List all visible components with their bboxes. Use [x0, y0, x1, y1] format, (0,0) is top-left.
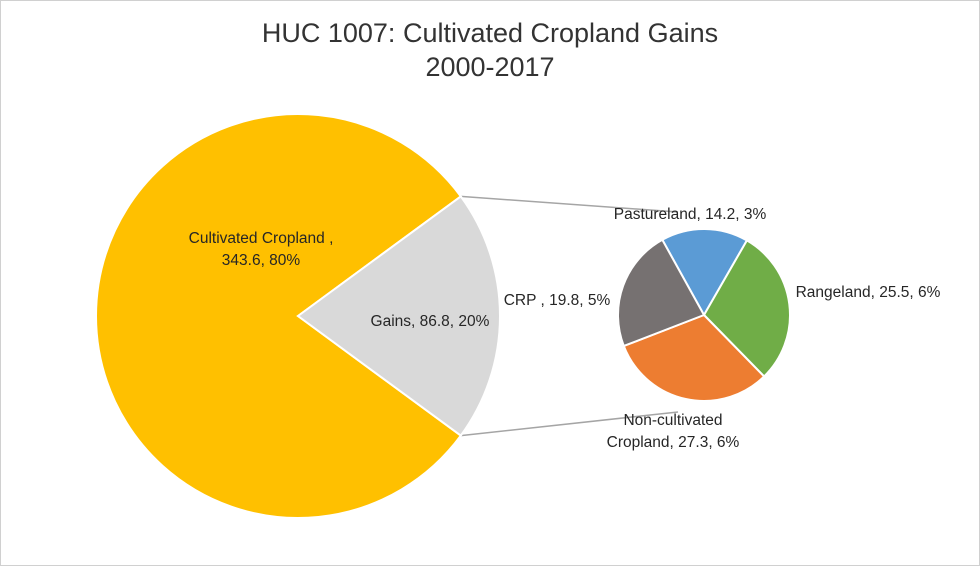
- chart-title-block: HUC 1007: Cultivated Cropland Gains 2000…: [0, 16, 980, 84]
- data-label-cultivated: Cultivated Cropland , 343.6, 80%: [189, 230, 334, 269]
- data-label-crp: CRP , 19.8, 5%: [504, 292, 611, 309]
- connector-lines: [460, 195, 679, 437]
- pie-slice-non-cultivated: [622, 313, 766, 402]
- pie-slice-pastureland: [660, 228, 749, 318]
- data-label-pastureland: Pastureland, 14.2, 3%: [614, 206, 767, 223]
- secondary-pie: [617, 228, 791, 402]
- pie-slice-gains: [296, 195, 502, 437]
- data-label-rangeland: Rangeland, 25.5, 6%: [796, 284, 941, 301]
- data-label-gains: Gains, 86.8, 20%: [371, 313, 490, 330]
- connector-line-bottom: [460, 411, 679, 437]
- connector-line-top: [460, 195, 679, 213]
- main-pie: [95, 113, 502, 519]
- data-labels: Cultivated Cropland , 343.6, 80% Gains, 86…: [189, 206, 941, 451]
- chart-subtitle: 2000-2017: [425, 52, 555, 82]
- data-label-non-cultivated: Non-cultivated Cropland, 27.3, 6%: [607, 412, 740, 451]
- pie-slice-crp: [617, 238, 706, 348]
- pie-slice-cultivated: [95, 113, 463, 519]
- chart-title: HUC 1007: Cultivated Cropland Gains: [261, 18, 719, 48]
- pie-slice-rangeland: [702, 239, 791, 378]
